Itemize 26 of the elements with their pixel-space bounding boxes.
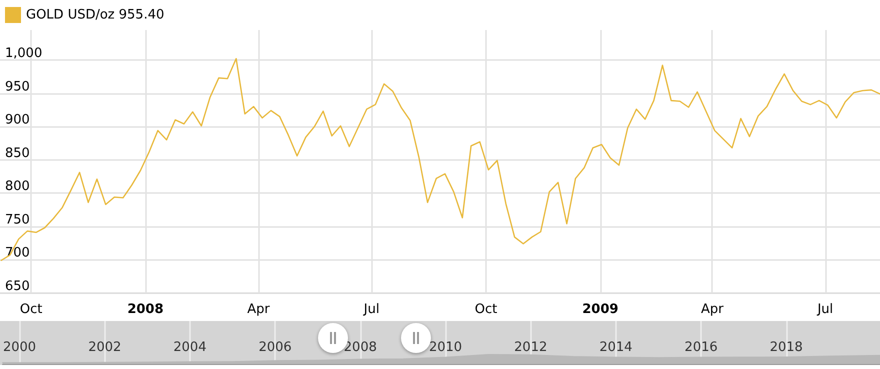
x-tick-label: 2010 — [428, 340, 462, 355]
x-tick-label: Oct — [474, 302, 498, 317]
x-tick-label: 2008 — [127, 302, 164, 317]
y-tick-label: 1,000 — [5, 46, 42, 61]
x-tick-label: 2009 — [582, 302, 618, 317]
y-tick-label: 850 — [5, 146, 30, 161]
x-tick-label: Jul — [362, 302, 380, 317]
x-tick-label: 2012 — [514, 340, 548, 355]
y-tick-label: 950 — [5, 79, 30, 94]
x-tick-label: 2006 — [258, 340, 292, 355]
y-tick-label: 650 — [5, 279, 30, 294]
x-tick-label: 2000 — [2, 340, 36, 355]
y-tick-label: 800 — [5, 179, 30, 194]
x-tick-label: 2014 — [599, 340, 632, 355]
x-tick-label: 2008 — [344, 340, 377, 355]
x-tick-label: 2002 — [88, 340, 122, 355]
x-tick-label: Apr — [700, 302, 724, 317]
x-tick-label: Jul — [816, 302, 834, 317]
y-tick-label: 900 — [5, 112, 30, 128]
y-tick-label: 750 — [5, 212, 30, 228]
x-tick-label: 2018 — [770, 340, 803, 355]
x-tick-label: Oct — [20, 302, 42, 317]
x-tick-label: 2016 — [684, 340, 718, 355]
x-tick-label: Apr — [247, 302, 270, 317]
legend-label: GOLD USD/oz 955.40 — [26, 8, 164, 22]
x-tick-label: 2004 — [173, 340, 206, 355]
